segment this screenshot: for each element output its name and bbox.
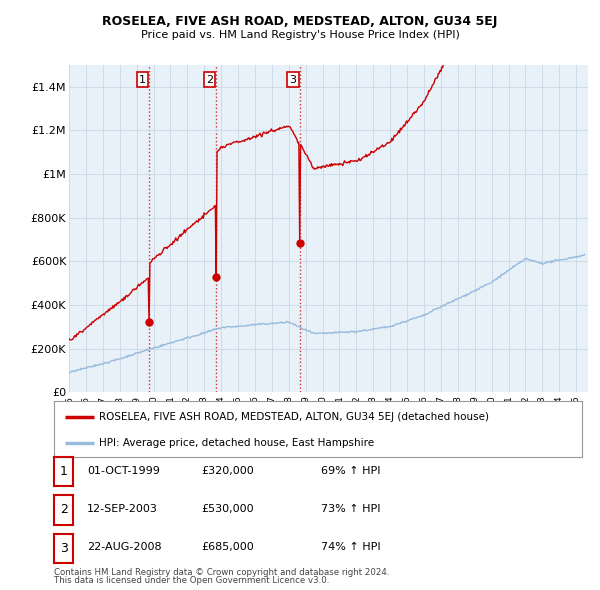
Text: 69% ↑ HPI: 69% ↑ HPI [321, 466, 380, 476]
Text: £685,000: £685,000 [201, 542, 254, 552]
Text: Contains HM Land Registry data © Crown copyright and database right 2024.: Contains HM Land Registry data © Crown c… [54, 568, 389, 577]
Text: Price paid vs. HM Land Registry's House Price Index (HPI): Price paid vs. HM Land Registry's House … [140, 30, 460, 40]
Text: HPI: Average price, detached house, East Hampshire: HPI: Average price, detached house, East… [99, 438, 374, 448]
Text: £530,000: £530,000 [201, 504, 254, 514]
Text: This data is licensed under the Open Government Licence v3.0.: This data is licensed under the Open Gov… [54, 576, 329, 585]
Text: 74% ↑ HPI: 74% ↑ HPI [321, 542, 380, 552]
Text: 01-OCT-1999: 01-OCT-1999 [87, 466, 160, 476]
Text: 2: 2 [206, 75, 213, 84]
Text: 12-SEP-2003: 12-SEP-2003 [87, 504, 158, 514]
Text: 3: 3 [59, 542, 68, 555]
Text: 1: 1 [59, 465, 68, 478]
Text: £320,000: £320,000 [201, 466, 254, 476]
Text: ROSELEA, FIVE ASH ROAD, MEDSTEAD, ALTON, GU34 5EJ: ROSELEA, FIVE ASH ROAD, MEDSTEAD, ALTON,… [103, 15, 497, 28]
Text: 22-AUG-2008: 22-AUG-2008 [87, 542, 161, 552]
Text: 3: 3 [289, 75, 296, 84]
Text: 1: 1 [139, 75, 146, 84]
Text: 2: 2 [59, 503, 68, 516]
Text: ROSELEA, FIVE ASH ROAD, MEDSTEAD, ALTON, GU34 5EJ (detached house): ROSELEA, FIVE ASH ROAD, MEDSTEAD, ALTON,… [99, 412, 489, 422]
Text: 73% ↑ HPI: 73% ↑ HPI [321, 504, 380, 514]
